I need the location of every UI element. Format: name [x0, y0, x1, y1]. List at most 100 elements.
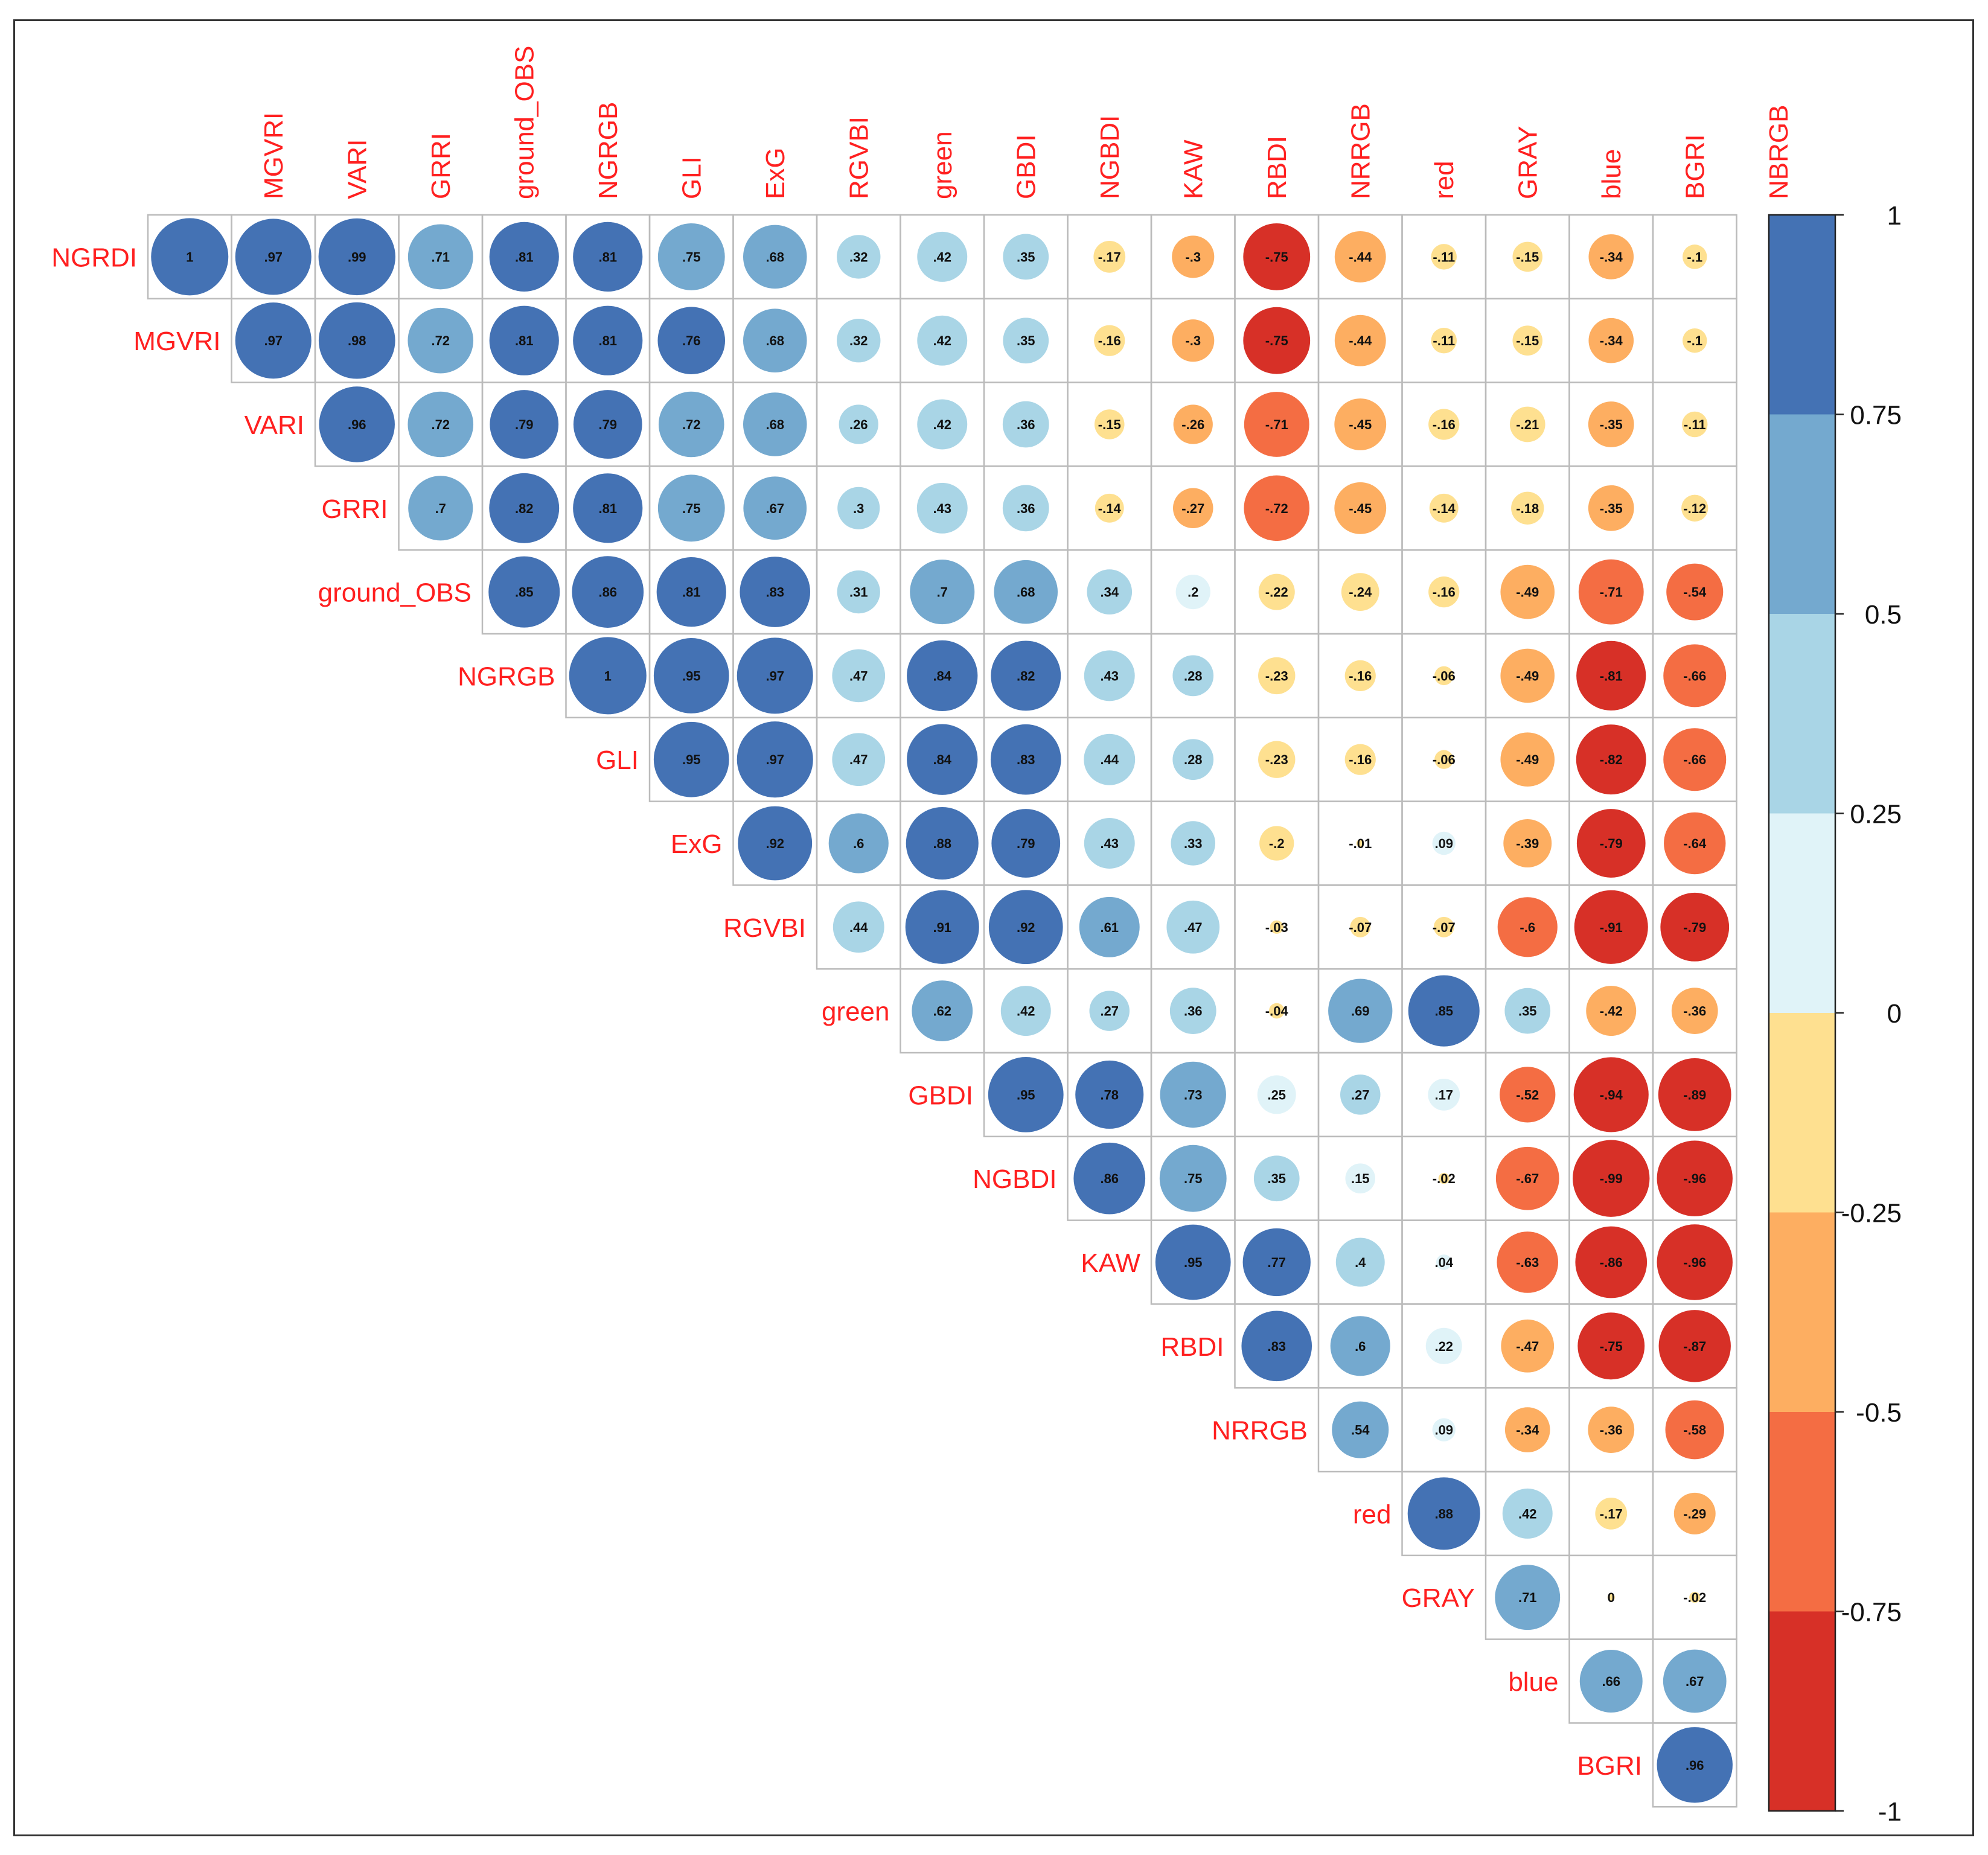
- corr-value: -.35: [1600, 501, 1623, 516]
- corr-value: .88: [933, 836, 951, 851]
- corr-circle: [1345, 1163, 1376, 1193]
- corr-value: .78: [1100, 1087, 1119, 1102]
- colorbar-label: -1: [1878, 1797, 1902, 1827]
- corr-value: .43: [1100, 836, 1119, 851]
- corr-circle: [1334, 314, 1386, 366]
- corr-circle: [1576, 724, 1646, 795]
- column-label: MGVRI: [259, 112, 289, 199]
- row-label: GRAY: [1402, 1583, 1475, 1613]
- corr-circle: [1588, 234, 1634, 279]
- corr-value: .83: [1017, 752, 1035, 767]
- corr-value: -.45: [1349, 417, 1372, 432]
- corr-circle: [737, 637, 813, 714]
- colorbar-segment: [1769, 1212, 1835, 1413]
- corr-value: -.66: [1683, 752, 1706, 767]
- corr-circle: [408, 391, 474, 458]
- corr-circle: [1244, 475, 1310, 541]
- corr-value: -.94: [1600, 1087, 1623, 1102]
- corr-value: .95: [682, 752, 701, 767]
- corr-value: -.96: [1683, 1171, 1706, 1186]
- corr-circle: [1257, 1075, 1296, 1114]
- corr-circle: [743, 225, 807, 289]
- corr-circle: [319, 386, 395, 462]
- corr-value: -.79: [1683, 920, 1706, 935]
- corr-value: -.04: [1265, 1004, 1289, 1019]
- corr-value: -.49: [1516, 585, 1539, 600]
- corr-value: .25: [1267, 1087, 1286, 1102]
- corr-value: .34: [1100, 585, 1119, 600]
- corr-circle: [1259, 826, 1294, 861]
- corr-value: .15: [1351, 1171, 1370, 1186]
- corr-value: -.49: [1516, 668, 1539, 683]
- corr-value: -.47: [1516, 1339, 1539, 1354]
- corr-circle: [1258, 741, 1296, 778]
- column-label: GRAY: [1513, 126, 1542, 199]
- corr-circle: [1502, 1488, 1553, 1539]
- column-label: GLI: [677, 156, 706, 199]
- column-label: RGVBI: [844, 117, 874, 199]
- corr-circle: [833, 901, 884, 953]
- corr-circle: [1607, 1594, 1615, 1601]
- corr-circle: [994, 560, 1058, 624]
- corr-value: .36: [1017, 417, 1035, 432]
- corr-value: .09: [1434, 1423, 1453, 1438]
- corr-value: -.15: [1516, 249, 1539, 264]
- corr-value: .86: [1100, 1171, 1119, 1186]
- corr-value: -.16: [1098, 333, 1121, 348]
- corr-circle: [1433, 916, 1454, 937]
- corr-value: -.02: [1683, 1590, 1706, 1605]
- column-label: red: [1430, 161, 1459, 199]
- corr-value: 1: [604, 668, 612, 683]
- corr-circle: [1512, 325, 1543, 356]
- column-label: NGBDI: [1095, 115, 1125, 199]
- corr-circle: [489, 222, 559, 292]
- corr-value: -.1: [1687, 333, 1702, 348]
- corr-value: -.06: [1433, 668, 1456, 683]
- corr-value: .92: [1017, 920, 1035, 935]
- corr-circle: [1002, 401, 1049, 448]
- corr-circle: [1408, 975, 1480, 1047]
- corr-value: .47: [1184, 920, 1203, 935]
- corr-value: -.66: [1683, 668, 1706, 683]
- corr-value: .95: [1184, 1255, 1203, 1270]
- corr-circle: [1087, 569, 1133, 615]
- corr-value: .43: [933, 501, 951, 516]
- colorbar-label: -0.75: [1841, 1598, 1902, 1627]
- corr-circle: [1586, 986, 1637, 1036]
- corr-circle: [1334, 398, 1387, 450]
- corr-circle: [1073, 1142, 1146, 1215]
- corr-circle: [569, 637, 647, 715]
- corr-circle: [1657, 1224, 1733, 1300]
- corr-value: -.18: [1516, 501, 1539, 516]
- column-label: blue: [1597, 149, 1626, 199]
- corr-value: -.67: [1516, 1171, 1539, 1186]
- row-label: green: [822, 997, 890, 1027]
- corr-value: .27: [1351, 1087, 1370, 1102]
- row-label: ground_OBS: [318, 578, 471, 608]
- corr-value: .72: [431, 333, 450, 348]
- corr-value: -.27: [1181, 501, 1204, 516]
- corr-circle: [1497, 897, 1558, 957]
- corr-circle: [1501, 1319, 1555, 1373]
- corr-circle: [656, 557, 726, 627]
- corr-circle: [1095, 493, 1124, 523]
- row-label: BGRI: [1577, 1751, 1642, 1781]
- corr-value: -.36: [1600, 1423, 1623, 1438]
- corr-value: .47: [849, 668, 868, 683]
- grid-layer: [147, 214, 1737, 1808]
- corr-value: .35: [1017, 249, 1035, 264]
- corr-value: -.87: [1683, 1339, 1706, 1354]
- corr-circle: [1431, 244, 1457, 270]
- corr-value: .97: [264, 249, 283, 264]
- corr-value: .66: [1602, 1674, 1620, 1689]
- corr-value: .84: [933, 668, 951, 683]
- corr-value: .32: [849, 249, 868, 264]
- column-labels: MGVRI VARI GRRI ground_OBS NGRGB GLI ExG RGVBI g…: [259, 46, 1794, 199]
- corr-circle: [1160, 1061, 1226, 1128]
- corr-circle: [1588, 401, 1634, 447]
- corr-value: -.24: [1349, 585, 1372, 600]
- corr-circle: [1258, 573, 1295, 610]
- corr-circle: [1576, 640, 1646, 710]
- corr-circle: [1334, 231, 1386, 283]
- column-label: ground_OBS: [510, 46, 539, 199]
